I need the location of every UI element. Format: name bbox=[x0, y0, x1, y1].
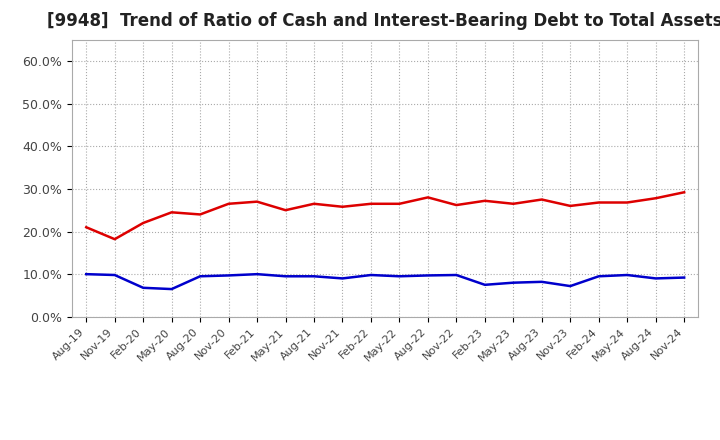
Cash bbox=[82, 224, 91, 230]
Interest-Bearing Debt bbox=[167, 286, 176, 292]
Cash bbox=[680, 190, 688, 195]
Interest-Bearing Debt bbox=[537, 279, 546, 285]
Interest-Bearing Debt bbox=[139, 285, 148, 290]
Cash bbox=[139, 220, 148, 226]
Title: [9948]  Trend of Ratio of Cash and Interest-Bearing Debt to Total Assets: [9948] Trend of Ratio of Cash and Intere… bbox=[48, 12, 720, 30]
Interest-Bearing Debt bbox=[196, 274, 204, 279]
Cash bbox=[423, 195, 432, 200]
Interest-Bearing Debt bbox=[253, 271, 261, 277]
Cash bbox=[480, 198, 489, 203]
Cash bbox=[282, 208, 290, 213]
Cash bbox=[509, 201, 518, 206]
Cash bbox=[167, 210, 176, 215]
Interest-Bearing Debt bbox=[566, 283, 575, 289]
Interest-Bearing Debt bbox=[395, 274, 404, 279]
Cash bbox=[225, 201, 233, 206]
Interest-Bearing Debt bbox=[623, 272, 631, 278]
Cash bbox=[366, 201, 375, 206]
Cash bbox=[452, 202, 461, 208]
Interest-Bearing Debt bbox=[110, 272, 119, 278]
Cash bbox=[537, 197, 546, 202]
Cash bbox=[566, 203, 575, 209]
Line: Cash: Cash bbox=[86, 192, 684, 239]
Cash bbox=[110, 237, 119, 242]
Interest-Bearing Debt bbox=[452, 272, 461, 278]
Interest-Bearing Debt bbox=[595, 274, 603, 279]
Interest-Bearing Debt bbox=[423, 273, 432, 278]
Interest-Bearing Debt bbox=[282, 274, 290, 279]
Interest-Bearing Debt bbox=[480, 282, 489, 287]
Cash bbox=[595, 200, 603, 205]
Cash bbox=[310, 201, 318, 206]
Cash bbox=[338, 204, 347, 209]
Cash bbox=[253, 199, 261, 204]
Line: Interest-Bearing Debt: Interest-Bearing Debt bbox=[86, 274, 684, 289]
Interest-Bearing Debt bbox=[680, 275, 688, 280]
Interest-Bearing Debt bbox=[509, 280, 518, 285]
Cash bbox=[652, 196, 660, 201]
Cash bbox=[196, 212, 204, 217]
Cash bbox=[395, 201, 404, 206]
Interest-Bearing Debt bbox=[310, 274, 318, 279]
Interest-Bearing Debt bbox=[82, 271, 91, 277]
Interest-Bearing Debt bbox=[338, 276, 347, 281]
Cash bbox=[623, 200, 631, 205]
Interest-Bearing Debt bbox=[225, 273, 233, 278]
Interest-Bearing Debt bbox=[652, 276, 660, 281]
Interest-Bearing Debt bbox=[366, 272, 375, 278]
